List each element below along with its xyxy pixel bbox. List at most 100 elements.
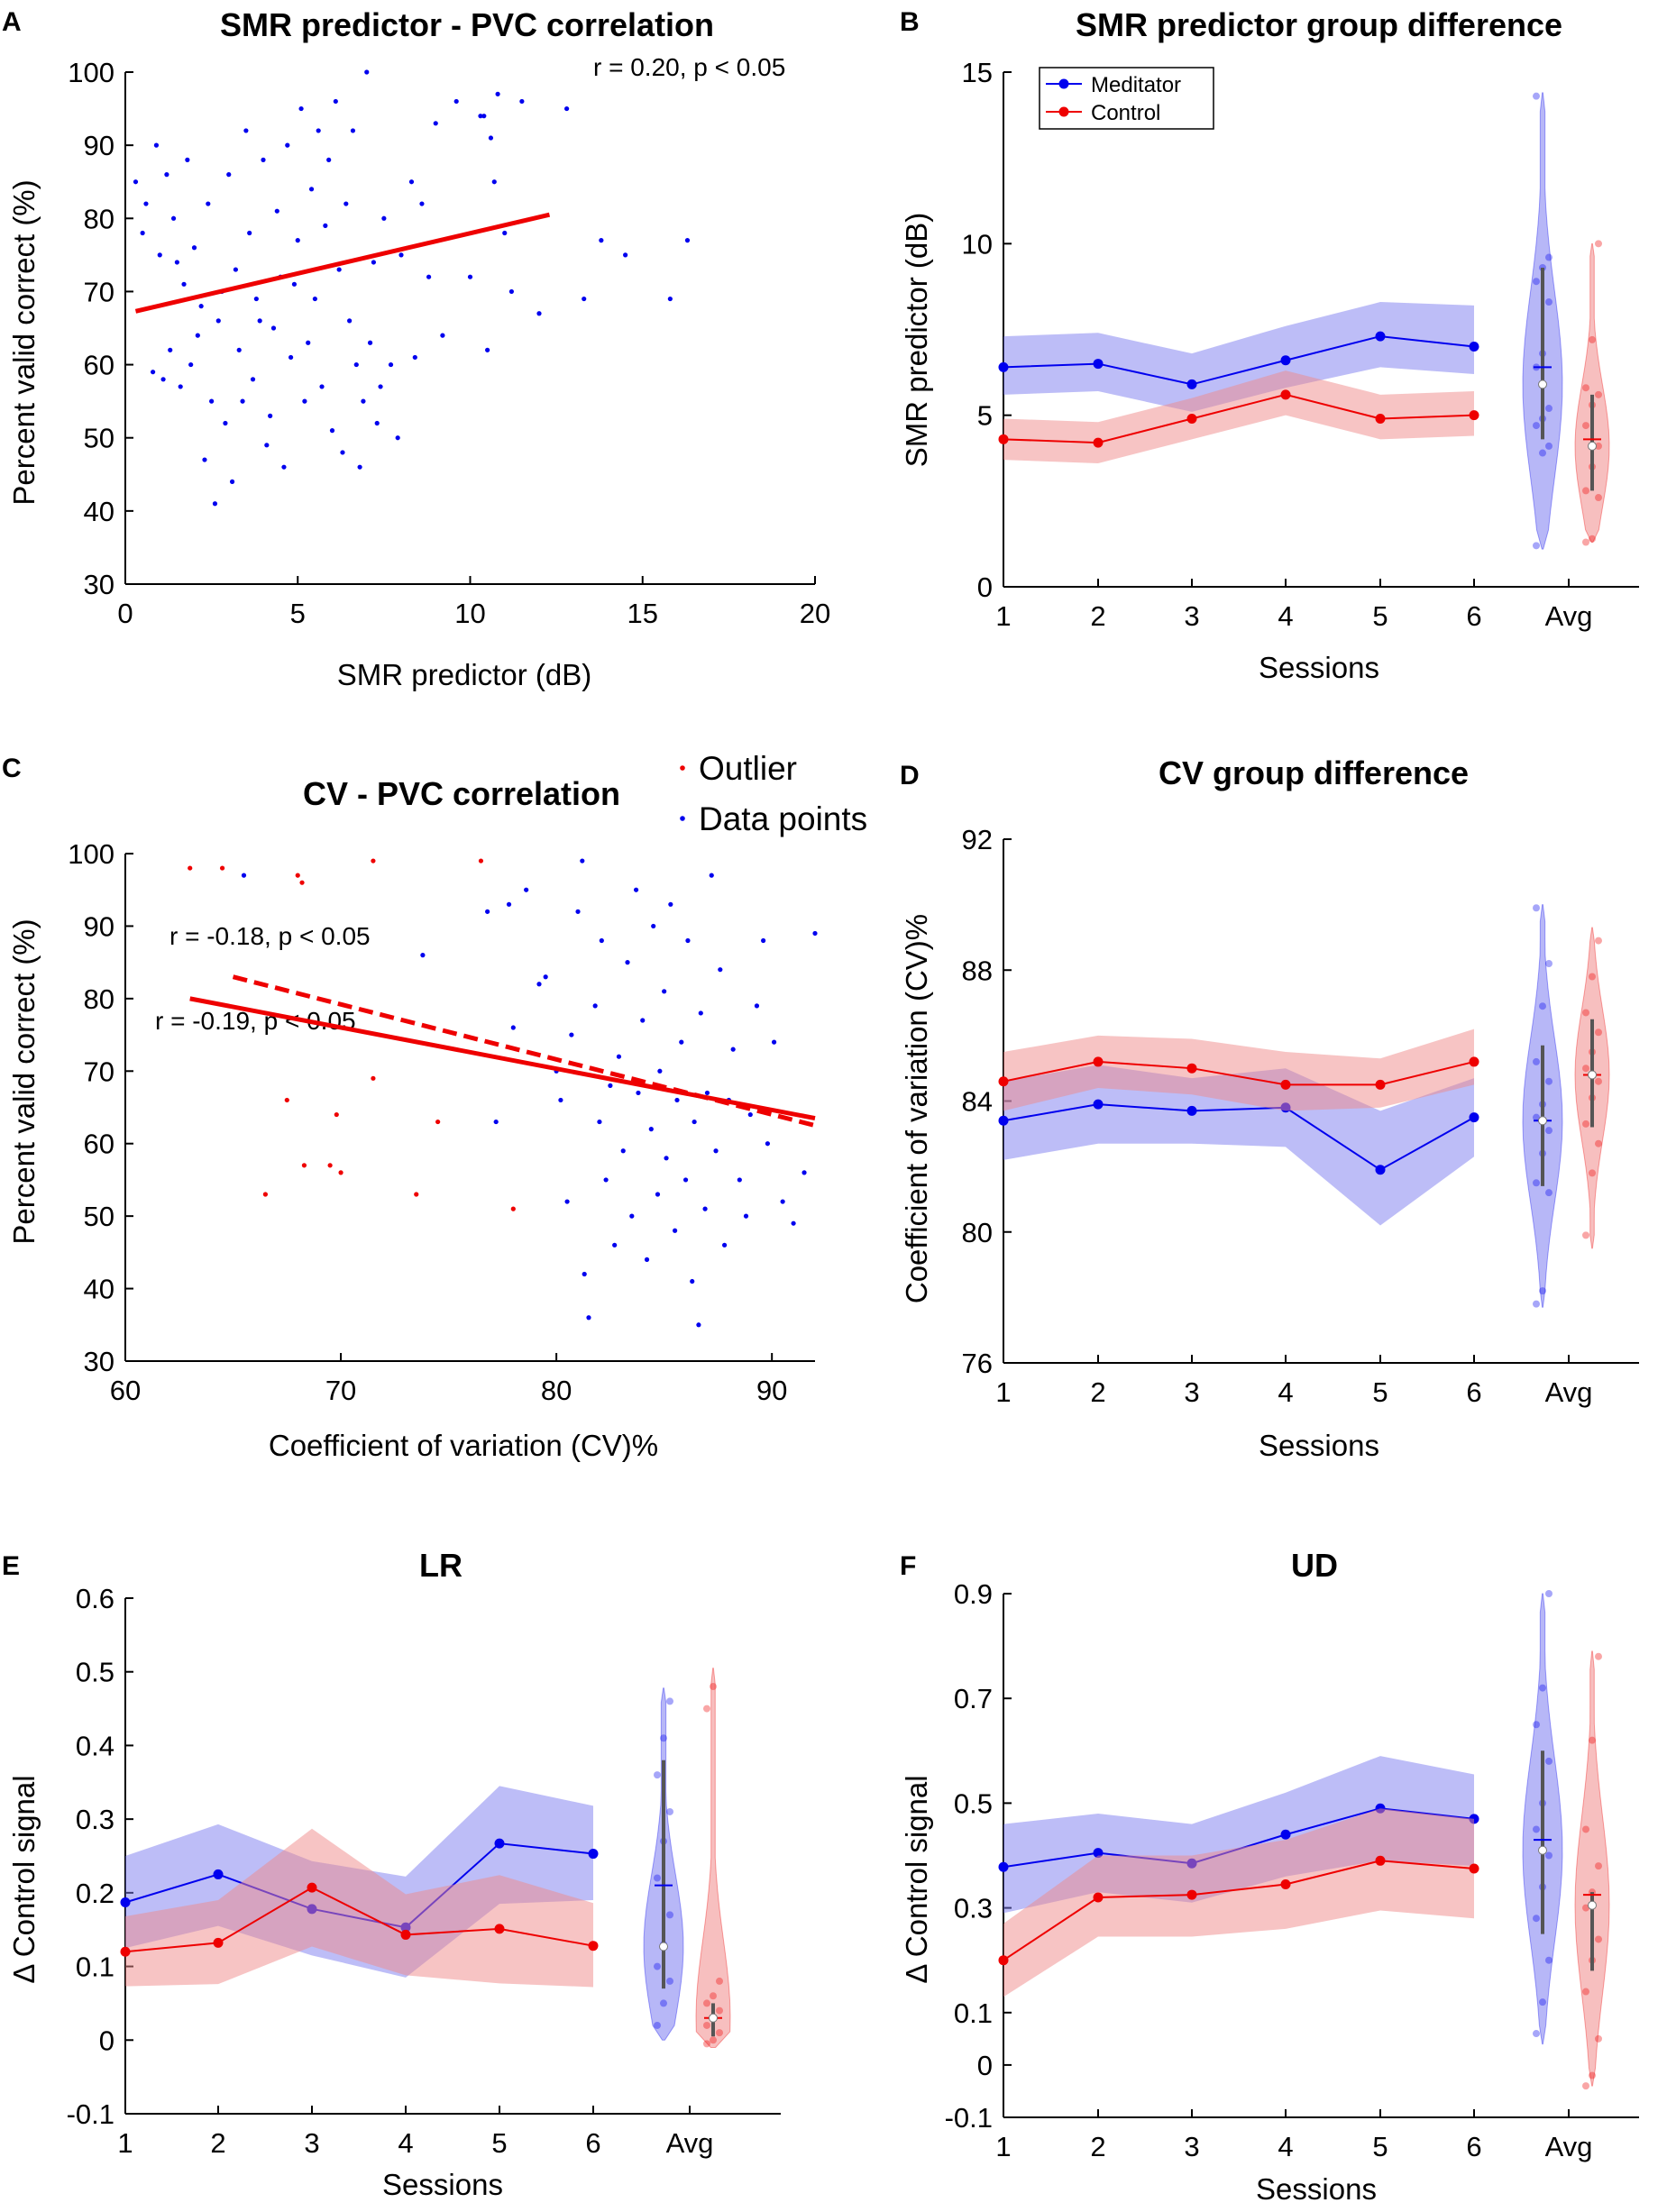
panel-d-point-control	[1093, 1056, 1104, 1067]
panel-d-ytick-label: 92	[962, 824, 993, 855]
panel-d-violin-dot-meditator	[1545, 959, 1553, 967]
panel-e-violin-dot-meditator	[660, 1999, 667, 2007]
panel-c-data-point	[674, 1097, 680, 1103]
panel-f-xtick-label: 4	[1278, 2131, 1293, 2162]
panel-a-data-point	[485, 347, 490, 352]
panel-e-point-control	[588, 1941, 599, 1951]
panel-b-violin-dot-meditator	[1533, 542, 1540, 550]
panel-c-data-point	[761, 937, 766, 944]
panel-d-violin-dot-control	[1589, 973, 1596, 981]
panel-a-data-point	[371, 260, 376, 265]
panel-a-data-point	[582, 296, 587, 302]
panel-f-violin-dot-meditator	[1533, 2030, 1540, 2038]
panel-c-data-point	[651, 923, 656, 929]
panel-a-data-point	[302, 398, 307, 404]
panel-c-marks	[188, 858, 818, 1328]
panel-a-data-point	[361, 398, 366, 404]
panel-f-xtick-label: 2	[1090, 2131, 1105, 2162]
panel-a-data-point	[274, 208, 279, 214]
panel-a-data-point	[412, 354, 417, 361]
title-e: LR	[419, 1547, 463, 1584]
panel-b-xtick-label: 3	[1184, 600, 1199, 632]
panel-d-point-control	[998, 1076, 1009, 1087]
panel-b-violin-dot-control	[1582, 538, 1589, 546]
panel-d-line-control	[1003, 1060, 1475, 1086]
panel-a-data-point	[419, 201, 425, 206]
panel-b-violin-dot-meditator	[1539, 449, 1546, 457]
panel-b-violin-dot-meditator	[1533, 278, 1540, 286]
panel-a-data-point	[285, 142, 290, 148]
panel-label-d: D	[900, 761, 920, 791]
panel-e-ytick-label: 0.6	[76, 1583, 114, 1614]
panel-c-data-point	[747, 1111, 753, 1118]
panel-a-data-point	[250, 377, 256, 382]
panel-b-point-control	[1186, 413, 1197, 424]
panel-c-data-point	[599, 937, 604, 944]
panel-a-data-point	[381, 215, 387, 221]
panel-e-violin-dot-control	[703, 2021, 710, 2029]
panel-d-violin-dot-control	[1582, 1009, 1589, 1017]
panel-d-violin-dot-meditator	[1533, 1300, 1540, 1308]
panel-f-ytick-label: 0	[977, 2050, 993, 2081]
panel-e-violin-dot-control	[703, 2040, 710, 2048]
panel-a-ytick-label: 90	[84, 130, 114, 161]
panel-d-violin-dot-meditator	[1539, 1002, 1546, 1010]
annotation-a: r = 0.20, p < 0.05	[593, 53, 785, 81]
title-b: SMR predictor group difference	[1076, 6, 1562, 43]
panel-f-xtick-label: Avg	[1545, 2131, 1593, 2162]
panel-c-data-point	[629, 1213, 635, 1219]
panel-a-data-point	[168, 347, 173, 352]
panel-b-violin-dot-meditator	[1533, 422, 1540, 430]
panel-c-data-point	[696, 1322, 701, 1328]
panel-a-data-point	[336, 267, 342, 272]
panel-a-data-point	[623, 252, 628, 258]
panel-e-xtick-label: 1	[117, 2127, 133, 2159]
panel-a-data-point	[143, 201, 149, 206]
panel-c-data-point	[709, 873, 714, 878]
panel-a-ytick-label: 50	[84, 423, 114, 454]
panel-e-axes: 1 2 3 4 5 6 Avg -0.1 0 0.1 0.2 0.3 0.4 0.5 0.6	[67, 1583, 781, 2159]
panel-b-point-meditator	[1375, 331, 1386, 342]
panel-e-line-control	[124, 1887, 594, 1953]
ylabel-e: Δ Control signal	[7, 1775, 41, 1983]
panel-a-ytick-label: 100	[68, 57, 114, 88]
panel-c-data-point	[780, 1199, 785, 1204]
panel-a-data-point	[333, 98, 338, 105]
panel-f-violin-dot-meditator	[1539, 1998, 1546, 2006]
panel-c-data-point	[771, 1039, 777, 1045]
panel-d-point-meditator	[998, 1115, 1009, 1126]
panel-b-point-control	[1093, 437, 1104, 448]
panel-f-violin-dot-control	[1589, 1736, 1596, 1744]
panel-e-ci-band-control	[125, 1828, 593, 1988]
panel-c-data-point	[718, 967, 723, 973]
title-a: SMR predictor - PVC correlation	[220, 6, 714, 43]
panel-c-data-point	[597, 1119, 602, 1125]
panel-c-outlier-point	[414, 1192, 419, 1197]
panel-f-violin-dot-control	[1582, 2082, 1589, 2090]
panel-c-data-point	[721, 1242, 728, 1248]
panel-e-ytick-label: 0.1	[76, 1951, 114, 1983]
panel-c-xtick-label: 80	[541, 1375, 572, 1406]
panel-b-xtick-label: 4	[1278, 600, 1293, 632]
panel-d-violin-dot-control	[1582, 1231, 1589, 1239]
panel-f-violin-control	[1574, 1650, 1610, 2087]
legend-b: Meditator Control	[1039, 67, 1214, 130]
panel-d-violin-dot-meditator	[1539, 1287, 1546, 1295]
ylabel-f: Δ Control signal	[900, 1775, 933, 1983]
xlabel-d: Sessions	[1259, 1429, 1379, 1462]
panel-f-violin-median-control	[1588, 1900, 1597, 1910]
panel-d-violin-median-control	[1588, 1070, 1597, 1080]
panel-f-violin-dot-meditator	[1545, 1851, 1553, 1860]
panel-b-xtick-label: 2	[1090, 600, 1105, 632]
panel-a-data-point	[261, 157, 266, 162]
panel-b-violin-dot-control	[1589, 335, 1596, 343]
panel-a-data-point	[240, 398, 245, 404]
panel-f-violin-dot-control	[1595, 2034, 1602, 2043]
panel-a-data-point	[202, 457, 207, 462]
title-d: CV group difference	[1159, 754, 1469, 791]
ylabel-c: Percent valid correct (%)	[7, 919, 41, 1244]
ylabel-a: Percent valid correct (%)	[7, 179, 41, 505]
xlabel-a: SMR predictor (dB)	[337, 658, 591, 691]
panel-f-violin-dot-control	[1582, 1904, 1589, 1912]
